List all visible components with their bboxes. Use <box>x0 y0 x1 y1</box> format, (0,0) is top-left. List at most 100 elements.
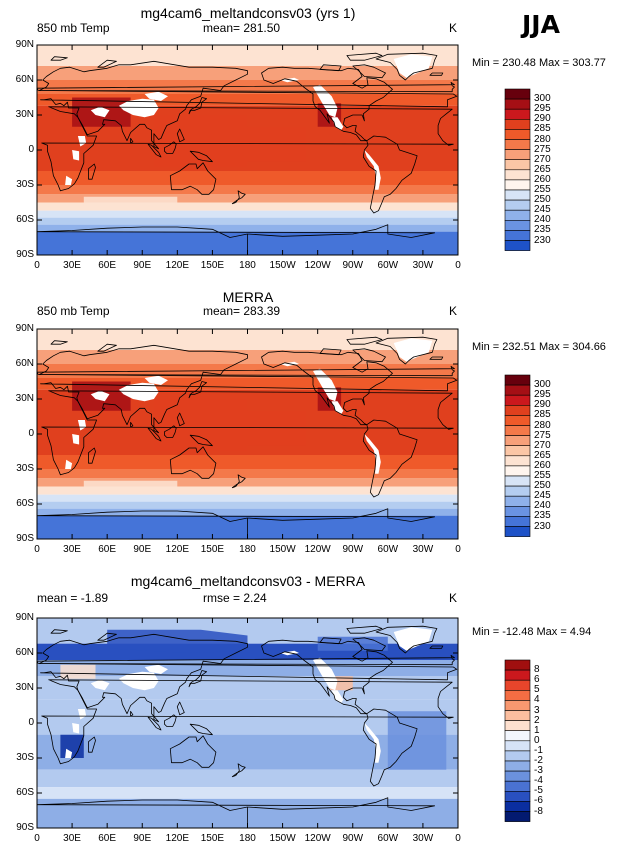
coastline-borneo <box>164 714 177 727</box>
colorbar <box>504 374 531 537</box>
lon-label: 30E <box>63 544 81 555</box>
units-label: K <box>449 304 458 318</box>
coastline-iceland <box>429 356 444 360</box>
panel-title: mg4cam6_meltandconsv03 - MERRA <box>130 573 366 589</box>
colorbar-segment <box>504 669 531 681</box>
lat-label: 90N <box>15 612 34 623</box>
lat-label: 60N <box>15 358 34 369</box>
lon-label: 60E <box>98 544 117 555</box>
colorbar-segment <box>504 384 531 396</box>
field-band <box>37 486 458 495</box>
lat-label: 0 <box>28 717 34 728</box>
field-band <box>37 210 458 218</box>
colorbar-segment <box>504 108 531 120</box>
coastline-eurasia <box>38 633 458 723</box>
lon-label: 90W <box>342 544 364 555</box>
coastline-japan <box>188 381 208 399</box>
colorbar-segment <box>504 425 531 436</box>
field-patch <box>153 115 248 168</box>
colorbar-segment <box>504 149 531 160</box>
colorbar-segment <box>504 374 531 386</box>
coastline-greenland <box>375 625 438 654</box>
coastline-australia <box>169 735 217 768</box>
lat-label: 90N <box>15 39 34 50</box>
colorbar-segment <box>504 394 531 406</box>
mask-iran <box>90 390 110 402</box>
coastline-newzealand <box>231 474 246 489</box>
lat-label: 30S <box>16 752 34 763</box>
colorbar-label: 300 <box>534 379 551 391</box>
colorbar-label: 270 <box>534 439 551 451</box>
colorbar-segment <box>504 516 531 527</box>
colorbar-segment <box>504 811 531 822</box>
field-patch <box>60 664 96 679</box>
lon-label: 30E <box>63 833 81 844</box>
lon-label: 120E <box>165 544 189 555</box>
colorbar-segment <box>504 189 531 201</box>
mask-mongolia <box>144 91 168 101</box>
left-label: 850 mb Temp <box>37 21 110 35</box>
colorbar-segment <box>504 209 531 221</box>
coastline-eurasia <box>38 60 458 150</box>
field-band <box>37 469 458 479</box>
colorbar-label: 250 <box>534 194 551 206</box>
coastline-novaya <box>97 632 117 641</box>
mask-eafrica <box>72 150 80 161</box>
lon-label: 120E <box>165 260 189 271</box>
lon-label: 90E <box>133 260 152 271</box>
colorbar-label: 260 <box>534 173 551 185</box>
colorbar-segment <box>504 506 531 517</box>
colorbar-label: 2 <box>534 714 540 726</box>
mask-iran <box>90 106 110 118</box>
lon-label: 0 <box>455 260 461 271</box>
colorbar-label: 1 <box>534 724 540 736</box>
coastline-sumatra <box>147 716 162 731</box>
field-band <box>37 217 458 225</box>
coastline-srilanka <box>130 710 134 717</box>
coastline-northamerica <box>261 350 393 426</box>
field-patch <box>83 480 178 490</box>
coastline-newzealand <box>231 763 246 778</box>
colorbar-segment <box>504 801 531 812</box>
lat-label: 30N <box>15 682 34 693</box>
coastline-novaya <box>97 59 117 68</box>
field-patch <box>153 399 248 452</box>
field-band <box>37 508 458 516</box>
colorbar-segment <box>504 780 531 792</box>
colorbar-label: 280 <box>534 419 551 431</box>
coastline-victoria <box>319 64 342 72</box>
coastline-newguinea <box>189 150 213 163</box>
lon-label: 60W <box>377 833 399 844</box>
lat-label: 30N <box>15 393 34 404</box>
coastline-africa <box>41 390 454 476</box>
field-band <box>37 224 458 232</box>
coastline-uk <box>36 81 455 93</box>
field-patch <box>60 734 84 758</box>
lon-label: 0 <box>455 544 461 555</box>
coastline-africa <box>41 106 454 192</box>
colorbar-label: 8 <box>534 664 540 676</box>
lon-label: 180 <box>239 544 256 555</box>
coastline-sumatra <box>147 427 162 442</box>
mask-greenlandice <box>393 627 433 651</box>
colorbar-segment <box>504 179 531 191</box>
colorbar-segment <box>504 495 531 507</box>
colorbar-segment <box>504 220 531 231</box>
coastline-newguinea <box>189 723 213 736</box>
field-patch <box>387 711 447 770</box>
colorbar-segment <box>504 740 531 752</box>
colorbar-segment <box>504 770 531 782</box>
colorbar-label: 5 <box>534 684 540 696</box>
colorbar-label: -5 <box>534 785 543 797</box>
colorbar-label: 245 <box>534 490 551 502</box>
field-band <box>37 494 458 502</box>
lat-label: 60S <box>16 214 34 225</box>
coastline-novaya <box>97 343 117 352</box>
mask-mexico <box>331 401 344 415</box>
colorbar-label: -3 <box>534 765 543 777</box>
lon-label: 150W <box>269 544 296 555</box>
map-plot <box>36 328 459 540</box>
coastline-southamerica <box>362 419 418 498</box>
field-band <box>37 378 458 390</box>
map-plot <box>36 44 459 256</box>
